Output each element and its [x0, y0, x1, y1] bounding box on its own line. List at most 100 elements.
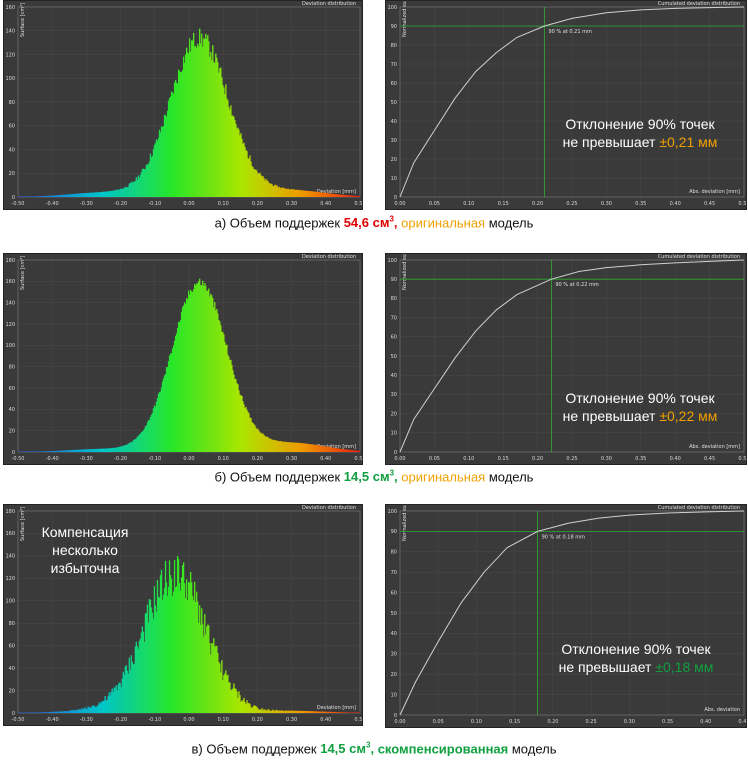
histogram-bar — [285, 188, 287, 197]
histogram-bar — [80, 710, 82, 713]
histogram-bar — [168, 98, 171, 197]
y-tick-label: 40 — [9, 666, 15, 672]
histogram-bar — [227, 354, 229, 452]
y-tick-label: 40 — [391, 373, 397, 379]
histogram-bar — [201, 33, 203, 198]
histogram-bar — [349, 195, 352, 197]
histogram-bar — [155, 139, 158, 197]
x-tick-label: 0.00 — [183, 717, 194, 723]
histogram-bar — [325, 446, 328, 452]
histogram-bar — [93, 192, 95, 197]
annotation-b: Отклонение 90% точек не превышает ±0,22 … — [540, 389, 740, 425]
histogram-bar — [45, 451, 47, 452]
histogram-bar — [230, 359, 232, 452]
histogram-bar — [335, 194, 338, 197]
histogram-bar — [259, 172, 261, 197]
histogram-bar — [237, 127, 239, 197]
histogram-bar — [261, 176, 263, 197]
histogram-bar — [161, 381, 164, 452]
histogram-bar — [186, 600, 189, 713]
histogram-bar — [167, 100, 170, 197]
histogram-bar — [162, 378, 165, 452]
histogram-bar — [315, 191, 318, 197]
histogram-bar — [269, 183, 271, 197]
x-tick-label: -0.20 — [114, 717, 127, 723]
histogram-bar — [128, 442, 130, 452]
histogram-bar — [27, 712, 29, 713]
histogram-bar — [320, 711, 323, 713]
histogram-bar — [334, 712, 337, 713]
histogram-bar — [146, 164, 149, 197]
histogram-bar — [117, 446, 119, 452]
histogram-bar — [83, 708, 85, 713]
y-tick-label: 10 — [391, 692, 397, 698]
histogram-bar — [139, 174, 142, 197]
histogram-bar — [147, 420, 150, 452]
histogram-bar — [254, 705, 256, 713]
x-axis-label: Abs. deviation [mm] — [689, 444, 740, 450]
histogram-bar — [295, 189, 297, 197]
histogram-bar — [277, 710, 279, 713]
histogram-bar — [27, 196, 29, 197]
histogram-bar — [351, 450, 354, 452]
histogram-bar — [100, 448, 102, 452]
histogram-bar — [122, 671, 124, 713]
x-tick-label: 0.35 — [635, 456, 646, 462]
histogram-bar — [194, 46, 196, 197]
caption-c-model-type: скомпенсированная — [377, 741, 509, 757]
histogram-bar — [229, 360, 231, 452]
y-tick-label: 50 — [391, 100, 397, 106]
histogram-bar — [334, 194, 337, 197]
histogram-bar — [52, 195, 54, 197]
histogram-bar — [42, 451, 44, 452]
histogram-bar — [297, 442, 299, 452]
y-tick-label: 90 — [391, 529, 397, 535]
histogram-bar — [255, 706, 257, 713]
histogram-bar — [181, 565, 184, 713]
histogram-bar — [169, 353, 172, 452]
histogram-bar — [68, 194, 70, 197]
y-tick-label: 160 — [5, 531, 15, 537]
histogram-bar — [191, 291, 193, 452]
histogram-bar — [165, 367, 168, 452]
histogram-bar — [173, 340, 176, 452]
histogram-bar — [345, 712, 348, 713]
histogram-bar — [209, 642, 211, 713]
histogram-bar — [321, 192, 324, 197]
histogram-bar — [49, 712, 51, 713]
histogram-bar — [80, 449, 82, 452]
histogram-bar — [101, 701, 103, 713]
histogram-bar — [268, 438, 270, 452]
histogram-bar — [169, 575, 172, 713]
histogram-bar — [148, 420, 151, 452]
histogram-bar — [328, 447, 331, 452]
histogram-bar — [334, 447, 337, 452]
histogram-bar — [327, 193, 330, 197]
y-tick-label: 60 — [391, 81, 397, 87]
plot-frame — [399, 510, 745, 716]
histogram-bar — [187, 582, 190, 713]
histogram-bar — [283, 187, 285, 197]
histogram-bar — [90, 707, 92, 713]
histogram-bar — [218, 662, 220, 713]
histogram-bar — [32, 712, 34, 713]
histogram-bar — [144, 426, 147, 452]
histogram-bar — [286, 442, 288, 452]
histogram-bar — [225, 84, 227, 197]
histogram-bar — [236, 691, 238, 713]
histogram-bar — [64, 711, 66, 713]
histogram-bar — [330, 447, 333, 452]
histogram-bar — [32, 451, 34, 452]
histogram-bar — [55, 195, 57, 197]
histogram-bar — [138, 640, 141, 713]
histogram-bar — [214, 63, 216, 197]
histogram-bar — [79, 193, 81, 197]
y-tick-label: 70 — [391, 315, 397, 321]
histogram-bar — [309, 444, 312, 452]
histogram-bar — [182, 562, 185, 713]
histogram-bar — [349, 712, 352, 713]
histogram-bar — [217, 313, 219, 452]
histogram-bar — [170, 91, 173, 197]
histogram-bar — [20, 451, 22, 452]
histogram-bar — [124, 444, 126, 452]
